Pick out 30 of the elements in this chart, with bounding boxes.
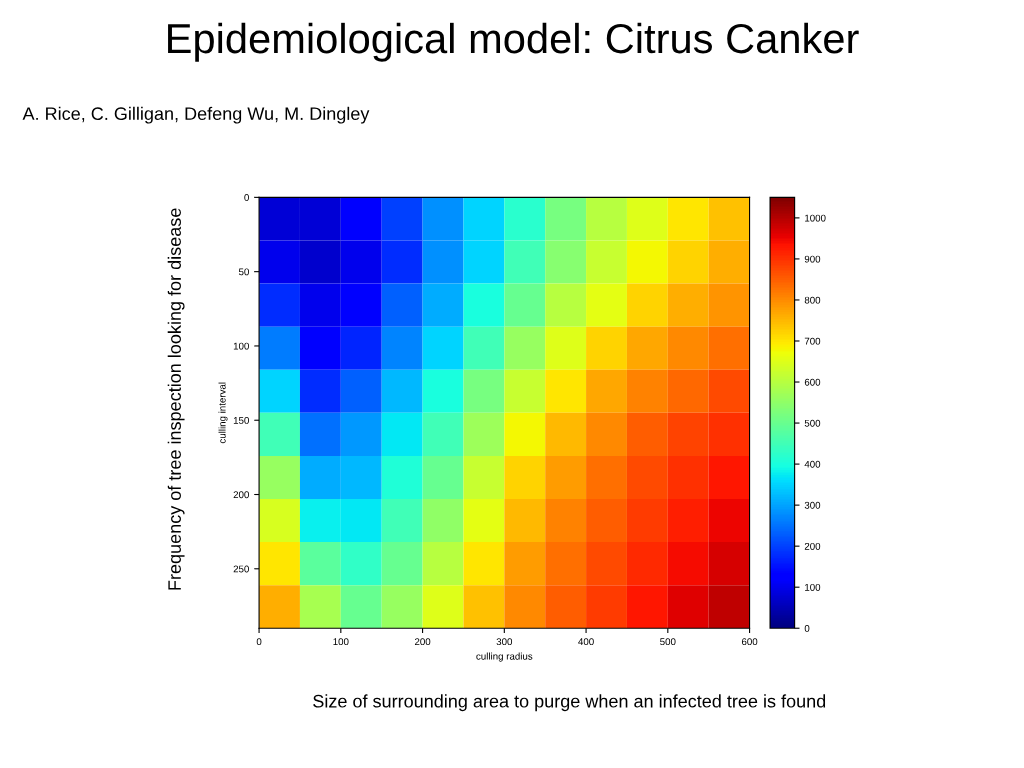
- x-tick-label: 0: [256, 638, 262, 646]
- x-tick-label: 600: [741, 638, 758, 646]
- y-tick-label: 50: [238, 268, 249, 276]
- chart-subtitle: A. Rice, C. Gilligan, Defeng Wu, M. Dingley: [22, 106, 370, 124]
- color-bar-label: 900: [804, 255, 821, 263]
- chart-title: Epidemiological model: Citrus Canker: [168, 22, 859, 62]
- y-tick-label: 0: [244, 194, 249, 201]
- color-bar-label: 0: [804, 624, 810, 632]
- color-bar-label: 400: [804, 460, 821, 468]
- color-bar-label: 500: [804, 419, 821, 427]
- y-tick-label: 200: [233, 491, 249, 499]
- y-axis-title: culling interval: [218, 382, 228, 444]
- x-axis-title: culling radius: [476, 652, 533, 662]
- color-bar-label: 1000: [805, 214, 826, 222]
- x-tick-label: 400: [578, 638, 594, 646]
- y-tick-label: 150: [233, 416, 249, 424]
- text: Frequency of tree inspection looking for disease: [167, 208, 185, 590]
- color-bar-label: 700: [804, 337, 821, 345]
- color-bar-label: 800: [804, 296, 821, 304]
- x-tick-label: 100: [333, 638, 349, 646]
- x-tick-label: 300: [496, 638, 513, 646]
- color-bar-label: 200: [804, 542, 821, 550]
- y-tick-label: 100: [233, 342, 249, 350]
- color-bar-label: 600: [804, 378, 821, 386]
- color-bar-label: 300: [804, 501, 821, 509]
- x-tick-label: 500: [660, 638, 676, 646]
- color-bar-label: 100: [805, 583, 821, 591]
- y-tick-label: 250: [233, 565, 249, 573]
- text: Size of surrounding area to purge when an infected tree is found: [313, 694, 826, 712]
- x-tick-label: 200: [414, 638, 431, 646]
